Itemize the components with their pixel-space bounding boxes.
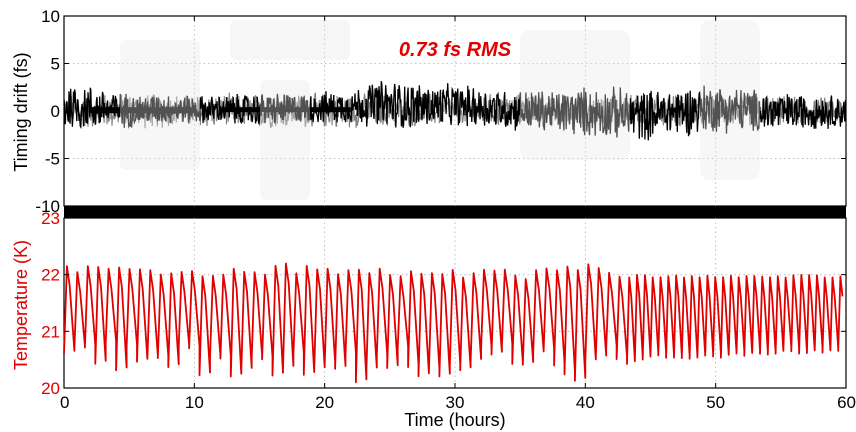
top-y-tick-label: 10	[41, 7, 60, 26]
x-tick-label: 40	[576, 393, 595, 412]
temperature-y-axis-label: Temperature (K)	[11, 240, 31, 370]
top-y-tick-label: -10	[35, 197, 60, 216]
bottom-y-ticks: 23 22 21 20	[41, 209, 846, 398]
bottom-y-tick-label: 21	[41, 322, 60, 341]
time-x-axis-label: Time (hours)	[404, 410, 505, 430]
x-tick-label: 30	[446, 393, 465, 412]
x-tick-label: 10	[185, 393, 204, 412]
bottom-y-tick-label: 22	[41, 266, 60, 285]
panel-separator-bar	[64, 206, 846, 218]
timing-drift-flat-segment	[90, 107, 195, 114]
top-y-ticks: 10 5 0 -5 -10	[35, 7, 846, 216]
temperature-line	[63, 262, 844, 384]
x-ticks: 0 10 20 30 40 50 60	[60, 16, 856, 412]
temperature-series	[63, 262, 844, 384]
bottom-grid	[64, 218, 846, 388]
timing-drift-y-axis-label: Timing drift (fs)	[11, 52, 31, 171]
bottom-y-tick-label: 23	[41, 209, 60, 228]
top-y-tick-label: 0	[51, 102, 60, 121]
watermark	[120, 20, 760, 200]
bottom-y-tick-label: 20	[41, 379, 60, 398]
x-tick-label: 50	[706, 393, 725, 412]
top-y-tick-label: -5	[45, 150, 60, 169]
timing-drift-flat-segment	[220, 107, 351, 113]
timing-drift-series	[63, 81, 847, 141]
timing-drift-panel: 10 5 0 -5 -10 0.73 fs RMS Timing drift (fs)	[11, 7, 847, 216]
top-y-tick-label: 5	[51, 55, 60, 74]
rms-annotation: 0.73 fs RMS	[399, 39, 512, 61]
x-tick-label: 20	[315, 393, 334, 412]
x-tick-label: 60	[837, 393, 856, 412]
x-tick-label: 0	[60, 393, 69, 412]
